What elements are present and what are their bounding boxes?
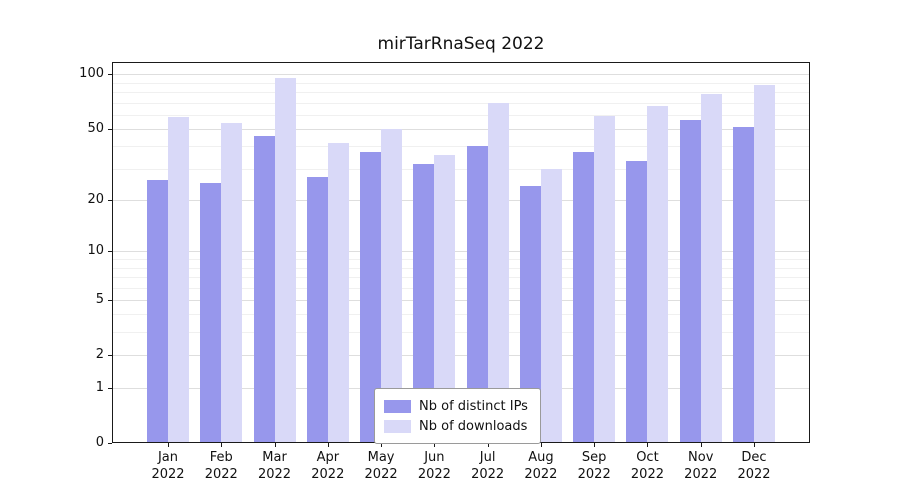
y-tick-mark (108, 355, 112, 357)
gridline-minor (112, 287, 810, 289)
y-tick-mark (108, 128, 112, 130)
bar-mar-downloads (274, 78, 296, 443)
bar-jan-distinct-ips (147, 179, 168, 443)
gridline-minor (112, 102, 810, 104)
legend-row-downloads: Nb of downloads (384, 416, 528, 436)
gridline-minor (112, 267, 810, 269)
x-tick-label-feb: Feb 2022 (204, 450, 238, 482)
x-tick-label-nov: Nov 2022 (684, 450, 718, 482)
x-tick-mark (221, 443, 223, 447)
bar-sep-downloads (594, 116, 616, 443)
gridline-minor (112, 114, 810, 116)
y-tick-label: 2 (95, 347, 104, 363)
bar-jul-distinct-ips (466, 146, 488, 443)
gridline-minor (112, 82, 810, 84)
bar-oct-downloads (647, 106, 669, 443)
bar-jun-distinct-ips (413, 163, 435, 443)
bar-jul-downloads (487, 102, 509, 443)
y-tick-label: 0 (95, 435, 104, 450)
y-tick-mark (108, 251, 112, 253)
gridline-minor (112, 146, 810, 148)
legend-row-ips: Nb of distinct IPs (384, 396, 528, 416)
y-tick-label: 20 (87, 191, 104, 207)
gridline-minor (112, 332, 810, 334)
bar-feb-distinct-ips (200, 182, 222, 443)
bar-apr-downloads (327, 142, 349, 443)
bar-jun-downloads (434, 154, 456, 443)
gridline-major (112, 128, 810, 130)
y-tick-label: 5 (95, 291, 104, 307)
legend-swatch-downloads (384, 419, 411, 433)
legend: Nb of distinct IPs Nb of downloads (374, 388, 541, 444)
bar-may-downloads (381, 128, 403, 443)
gridline-major (112, 74, 810, 76)
x-tick-mark (594, 443, 596, 447)
gridline-minor (112, 92, 810, 94)
x-tick-mark (487, 443, 489, 447)
plot-area (112, 62, 810, 443)
x-tick-label-jun: Jun 2022 (417, 450, 451, 482)
legend-label-downloads: Nb of downloads (419, 418, 528, 434)
x-tick-mark (381, 443, 383, 447)
y-tick-label: 10 (87, 243, 104, 259)
x-tick-label-oct: Oct 2022 (630, 450, 664, 482)
legend-swatch-distinct-ips (384, 399, 411, 413)
chart-title: mirTarRnaSeq 2022 (377, 34, 545, 54)
gridline-major (112, 199, 810, 201)
bar-may-distinct-ips (360, 152, 382, 443)
legend-label-distinct-ips: Nb of distinct IPs (419, 398, 528, 414)
y-tick-mark (108, 443, 112, 444)
gridline-minor (112, 259, 810, 261)
x-tick-label-sep: Sep 2022 (577, 450, 611, 482)
bar-nov-downloads (700, 94, 722, 443)
x-tick-mark (327, 443, 329, 447)
gridline-major (112, 299, 810, 301)
y-tick-label: 1 (95, 379, 104, 395)
gridline-major (112, 251, 810, 253)
y-tick-mark (108, 74, 112, 76)
x-tick-mark (754, 443, 755, 447)
bar-jan-downloads (168, 117, 189, 443)
y-tick-mark (108, 299, 112, 301)
bar-sep-distinct-ips (573, 152, 595, 443)
gridline-major (112, 355, 810, 357)
gridline-minor (112, 168, 810, 170)
y-tick-label: 50 (87, 120, 104, 136)
bar-dec-distinct-ips (733, 127, 754, 443)
bar-mar-distinct-ips (253, 135, 275, 443)
x-tick-mark (168, 443, 169, 447)
bar-aug-distinct-ips (519, 185, 541, 443)
x-tick-label-jul: Jul 2022 (471, 450, 505, 482)
y-tick-mark (108, 387, 112, 389)
x-tick-label-apr: Apr 2022 (311, 450, 345, 482)
x-tick-label-mar: Mar 2022 (257, 450, 292, 482)
x-tick-label-dec: Dec 2022 (737, 450, 771, 482)
x-tick-mark (274, 443, 276, 447)
bar-apr-distinct-ips (306, 176, 328, 443)
x-tick-mark (700, 443, 702, 447)
x-tick-mark (434, 443, 436, 447)
bar-oct-distinct-ips (626, 161, 648, 443)
bar-nov-distinct-ips (679, 120, 701, 443)
bar-feb-downloads (221, 122, 243, 443)
y-tick-mark (108, 199, 112, 201)
x-tick-label-may: May 2022 (364, 450, 398, 482)
gridline-minor (112, 276, 810, 278)
x-tick-mark (647, 443, 649, 447)
x-tick-label-aug: Aug 2022 (524, 450, 558, 482)
x-tick-mark (540, 443, 542, 447)
bar-dec-downloads (754, 85, 775, 443)
gridline-minor (112, 314, 810, 316)
y-tick-label: 100 (79, 66, 104, 82)
x-tick-label-jan: Jan 2022 (151, 450, 185, 482)
bar-aug-downloads (540, 168, 562, 443)
